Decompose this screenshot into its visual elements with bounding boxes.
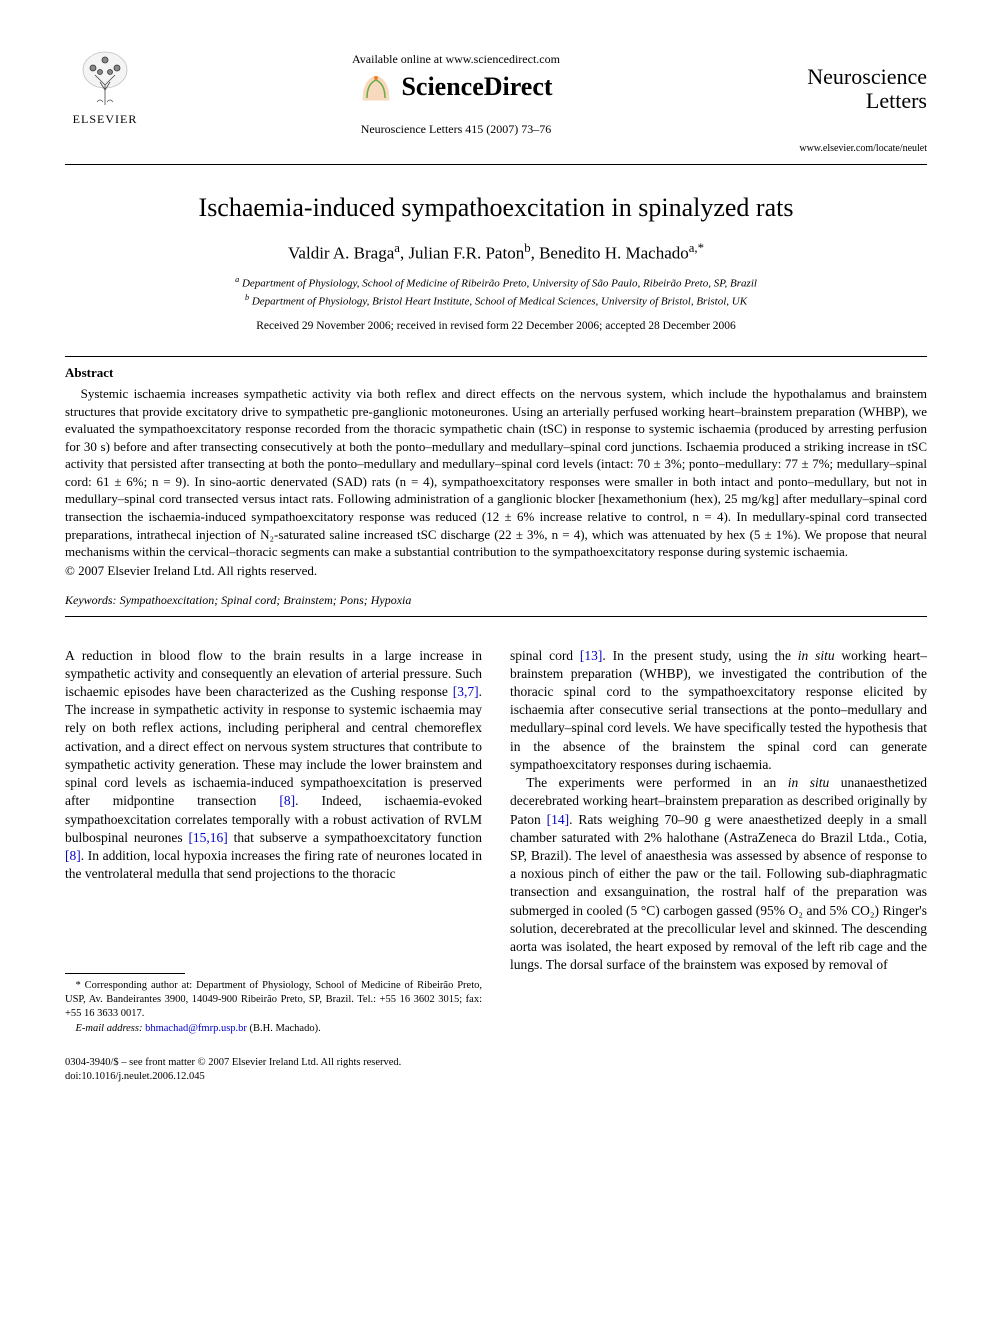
keywords-line: Keywords: Sympathoexcitation; Spinal cor… <box>65 593 927 608</box>
available-online-text: Available online at www.sciencedirect.co… <box>145 52 767 67</box>
body-p1d: that subserve a sympathoexcitatory funct… <box>228 830 482 845</box>
body-p3: The experiments were performed in an in … <box>510 774 927 974</box>
footer-doi: doi:10.1016/j.neulet.2006.12.045 <box>65 1070 927 1084</box>
elsevier-label: ELSEVIER <box>73 112 138 127</box>
body-text: A reduction in blood flow to the brain r… <box>65 647 927 1036</box>
article-title: Ischaemia-induced sympathoexcitation in … <box>65 193 927 223</box>
email-label: E-mail address: <box>76 1023 143 1034</box>
elsevier-logo: ELSEVIER <box>65 50 145 127</box>
journal-url: www.elsevier.com/locate/neulet <box>767 143 927 154</box>
corresponding-author: * Corresponding author at: Department of… <box>65 979 482 1020</box>
ref-8b[interactable]: [8] <box>65 848 81 863</box>
abstract-body: Systemic ischaemia increases sympathetic… <box>65 385 927 560</box>
body-p1b: . The increase in sympathetic activity i… <box>65 684 482 808</box>
ref-15-16[interactable]: [15,16] <box>188 830 227 845</box>
journal-header: ELSEVIER Available online at www.science… <box>65 50 927 154</box>
abstract-heading: Abstract <box>65 365 927 381</box>
sciencedirect-text: ScienceDirect <box>401 72 552 102</box>
abstract-top-rule <box>65 356 927 357</box>
body-p3c: . Rats weighing 70–90 g were anaesthetiz… <box>510 812 927 973</box>
body-p3-insitu: in situ <box>788 775 830 790</box>
journal-citation: Neuroscience Letters 415 (2007) 73–76 <box>145 122 767 137</box>
keywords-values: Sympathoexcitation; Spinal cord; Brainst… <box>120 593 412 607</box>
keywords-label: Keywords: <box>65 593 117 607</box>
article-dates: Received 29 November 2006; received in r… <box>65 320 927 332</box>
affiliations: a Department of Physiology, School of Me… <box>65 274 927 310</box>
email-link[interactable]: bhmachad@fmrp.usp.br <box>145 1023 247 1034</box>
journal-name-line1: Neuroscience <box>807 64 927 89</box>
author-1: Valdir A. Braga <box>288 244 394 263</box>
body-p2: spinal cord [13]. In the present study, … <box>510 647 927 775</box>
center-header: Available online at www.sciencedirect.co… <box>145 50 767 137</box>
author-2: Julian F.R. Paton <box>408 244 524 263</box>
email-line: E-mail address: bhmachad@fmrp.usp.br (B.… <box>65 1022 482 1036</box>
affiliation-b: Department of Physiology, Bristol Heart … <box>252 296 747 308</box>
body-p1: A reduction in blood flow to the brain r… <box>65 647 482 884</box>
ref-13[interactable]: [13] <box>580 648 603 663</box>
author-3: Benedito H. Machado <box>539 244 689 263</box>
authors-line: Valdir A. Bragaa, Julian F.R. Patonb, Be… <box>65 241 927 264</box>
body-p2b: . In the present study, using the <box>602 648 797 663</box>
page-footer: 0304-3940/$ – see front matter © 2007 El… <box>65 1056 927 1083</box>
footer-line1: 0304-3940/$ – see front matter © 2007 El… <box>65 1056 927 1070</box>
ref-8a[interactable]: [8] <box>279 793 295 808</box>
footnote-separator <box>65 973 185 974</box>
abstract-bottom-rule <box>65 616 927 617</box>
elsevier-tree-icon <box>75 50 135 110</box>
ref-3-7[interactable]: [3,7] <box>453 684 479 699</box>
journal-name-line2: Letters <box>866 88 927 113</box>
body-p1e: . In addition, local hypoxia increases t… <box>65 848 482 881</box>
footnotes: * Corresponding author at: Department of… <box>65 979 482 1036</box>
header-rule <box>65 164 927 165</box>
journal-logo-block: Neuroscience Letters www.elsevier.com/lo… <box>767 50 927 154</box>
email-person: (B.H. Machado). <box>250 1023 321 1034</box>
affiliation-a: Department of Physiology, School of Medi… <box>242 278 757 290</box>
journal-name: Neuroscience Letters <box>767 65 927 113</box>
abstract-copyright: © 2007 Elsevier Ireland Ltd. All rights … <box>65 563 927 579</box>
author-1-sup: a <box>394 241 400 255</box>
author-3-sup: a,* <box>689 241 704 255</box>
sciencedirect-icon <box>359 70 393 104</box>
author-2-sup: b <box>524 241 530 255</box>
sciencedirect-logo: ScienceDirect <box>145 70 767 104</box>
body-p2c: working heart–brainstem preparation (WHB… <box>510 648 927 772</box>
body-p2-insitu: in situ <box>798 648 835 663</box>
ref-14[interactable]: [14] <box>547 812 570 827</box>
body-p1a: A reduction in blood flow to the brain r… <box>65 648 482 699</box>
body-p2a: spinal cord <box>510 648 580 663</box>
body-p3a: The experiments were performed in an <box>526 775 788 790</box>
